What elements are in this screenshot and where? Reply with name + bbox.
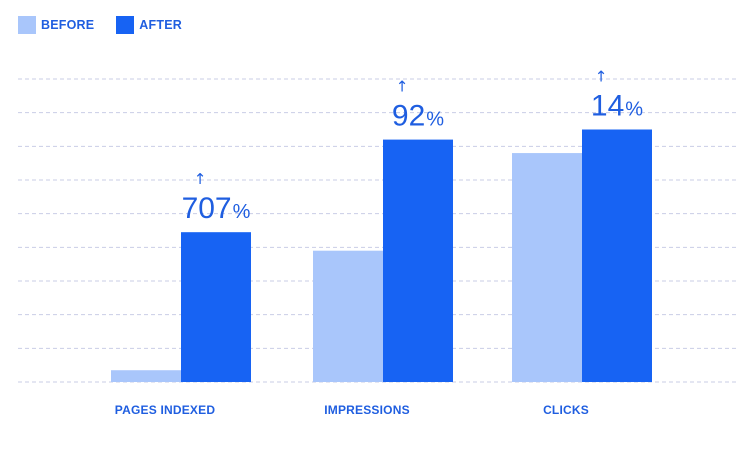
- percent-change-number: 14: [591, 90, 624, 123]
- bar-before-0: [111, 370, 181, 382]
- percent-change-number: 92: [392, 100, 425, 133]
- percent-change-label: 14%: [591, 90, 643, 123]
- legend-label-before: BEFORE: [41, 18, 95, 32]
- increase-arrow-icon: ↑: [396, 78, 409, 96]
- bar-after-0: [181, 232, 251, 382]
- category-label: CLICKS: [543, 403, 589, 417]
- percent-change-label: 707%: [182, 192, 251, 225]
- increase-arrow-icon: ↑: [194, 170, 207, 188]
- percent-change-number: 707: [182, 192, 232, 225]
- category-label: PAGES INDEXED: [115, 403, 216, 417]
- legend-swatch-after: [116, 16, 135, 34]
- percent-sign: %: [625, 99, 643, 121]
- legend-item-before: BEFORE: [18, 16, 94, 34]
- chart-legend: BEFORE AFTER: [18, 16, 204, 34]
- legend-item-after: AFTER: [116, 16, 182, 34]
- percent-sign: %: [233, 201, 251, 223]
- legend-label-after: AFTER: [139, 18, 182, 32]
- percent-change-label: 92%: [392, 100, 444, 133]
- bar-before-2: [512, 153, 582, 382]
- bar-before-1: [313, 250, 383, 382]
- legend-swatch-before: [18, 16, 36, 34]
- category-label: IMPRESSIONS: [324, 403, 410, 417]
- increase-arrow-icon: ↑: [595, 68, 608, 86]
- bar-after-1: [383, 139, 453, 382]
- bar-after-2: [582, 129, 652, 382]
- percent-sign: %: [426, 109, 444, 131]
